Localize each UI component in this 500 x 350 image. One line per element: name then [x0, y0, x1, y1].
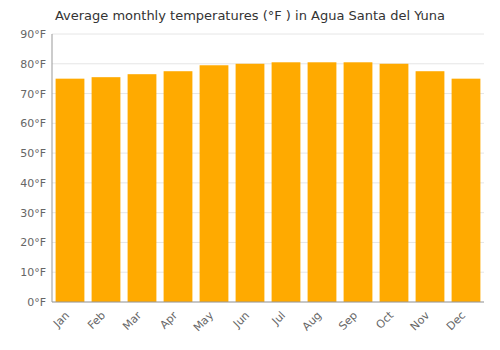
bar — [128, 74, 157, 302]
bar — [200, 65, 229, 302]
bar — [164, 71, 193, 302]
grid-line — [52, 302, 484, 303]
x-tick-label: Jun — [230, 309, 252, 331]
y-tick-label: 70°F — [20, 88, 46, 101]
bar — [272, 62, 301, 302]
x-axis-line — [52, 302, 484, 303]
x-tick-label: Jul — [269, 309, 288, 328]
y-tick-label: 40°F — [20, 177, 46, 190]
x-tick-label: Nov — [408, 309, 433, 334]
y-tick-label: 10°F — [20, 266, 46, 279]
bar — [308, 62, 337, 302]
chart-container: Average monthly temperatures (°F ) in Ag… — [0, 0, 500, 350]
y-axis-line — [52, 34, 53, 302]
y-tick-label: 0°F — [27, 296, 46, 309]
x-tick-label: Feb — [85, 309, 108, 332]
grid-line — [52, 63, 484, 64]
bar — [452, 79, 481, 302]
x-tick-label: Apr — [157, 309, 180, 332]
y-tick-label: 20°F — [20, 236, 46, 249]
bars — [56, 62, 481, 302]
x-tick-label: Aug — [300, 309, 324, 333]
grid-line — [52, 34, 484, 35]
title: Average monthly temperatures (°F ) in Ag… — [55, 8, 445, 23]
y-axis: 0°F 10°F 20°F 30°F 40°F 50°F 60°F 70°F 80°F 90°F — [20, 28, 484, 309]
x-axis: Jan Feb Mar Apr May Jun Jul Aug Sep Oct Nov Dec — [50, 308, 468, 334]
y-tick-label: 50°F — [20, 147, 46, 160]
bar — [92, 77, 121, 302]
x-tick-label: Mar — [120, 309, 144, 333]
x-tick-label: Jan — [50, 309, 72, 331]
bar — [380, 64, 409, 302]
x-tick-label: Sep — [336, 309, 360, 333]
y-tick-label: 60°F — [20, 117, 46, 130]
x-tick-label: May — [191, 309, 217, 335]
bar — [56, 79, 85, 302]
y-tick-label: 30°F — [20, 207, 46, 220]
x-tick-label: Dec — [444, 309, 468, 333]
bar — [416, 71, 445, 302]
bar — [236, 64, 265, 302]
chart: Average monthly temperatures (°F ) in Ag… — [0, 0, 500, 350]
bar — [344, 62, 373, 302]
y-tick-label: 80°F — [20, 58, 46, 71]
y-tick-label: 90°F — [20, 28, 46, 41]
page: {"chart_data": {"type": "bar", "title": … — [0, 0, 500, 350]
x-tick-label: Oct — [373, 308, 396, 331]
